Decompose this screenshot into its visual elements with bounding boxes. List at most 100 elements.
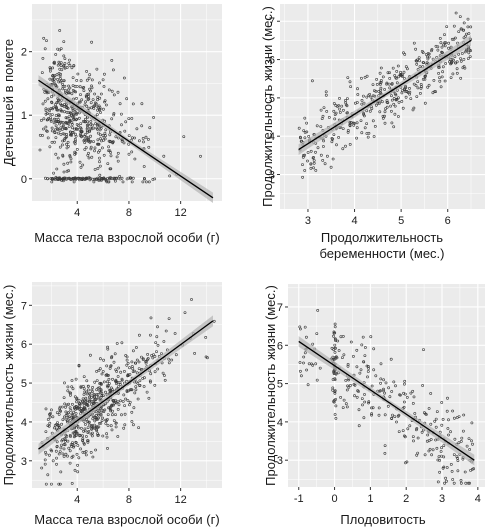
data-point (392, 125, 396, 129)
data-point (344, 144, 347, 148)
data-point (359, 368, 363, 372)
data-point (92, 107, 96, 110)
data-point (61, 87, 65, 91)
data-point (438, 79, 442, 83)
data-point (378, 110, 382, 114)
data-point (99, 357, 102, 361)
data-point (393, 104, 397, 108)
data-point (130, 420, 134, 423)
data-point (400, 73, 404, 77)
data-point (465, 49, 469, 53)
data-point (306, 159, 309, 163)
data-point (457, 441, 461, 445)
data-point (55, 167, 59, 171)
data-point (138, 379, 142, 383)
data-point (76, 444, 80, 447)
data-point (333, 113, 337, 117)
data-point (69, 160, 73, 164)
data-point (119, 370, 123, 374)
data-point (370, 384, 374, 388)
data-point (385, 105, 389, 109)
data-point (466, 25, 470, 29)
data-point (125, 358, 129, 362)
data-point (44, 430, 48, 434)
data-point (320, 117, 324, 121)
data-point (368, 109, 372, 113)
data-point (146, 357, 150, 360)
data-point (51, 415, 55, 419)
data-point (63, 66, 67, 70)
data-point (330, 346, 334, 350)
data-point (89, 134, 93, 138)
data-point (74, 90, 78, 94)
data-point (51, 107, 54, 111)
data-point (311, 156, 315, 160)
data-point (44, 407, 48, 411)
data-point (342, 353, 346, 357)
data-point (445, 466, 449, 469)
data-point (145, 359, 148, 363)
data-point (441, 417, 445, 421)
data-point (367, 400, 371, 404)
data-point (93, 423, 96, 427)
data-point (44, 176, 47, 180)
data-point (69, 130, 72, 134)
data-point (300, 139, 304, 143)
data-point (423, 453, 427, 457)
data-point (426, 85, 430, 89)
data-point (88, 399, 92, 403)
data-point (83, 133, 87, 137)
data-point (414, 84, 418, 87)
data-point (392, 380, 396, 384)
data-point (38, 133, 42, 137)
data-point (65, 420, 69, 424)
data-point (140, 102, 144, 106)
data-point (154, 341, 158, 345)
data-point (55, 456, 58, 460)
data-point (363, 126, 367, 130)
data-point (411, 389, 415, 393)
data-point (48, 412, 51, 416)
data-point (46, 118, 50, 122)
data-point (129, 176, 132, 180)
data-point (112, 419, 116, 423)
x-tick-label: 5 (398, 215, 404, 227)
data-point (105, 432, 109, 436)
data-point (443, 44, 447, 48)
data-point (143, 177, 146, 181)
data-point (130, 365, 134, 368)
data-point (74, 132, 77, 136)
data-point (81, 163, 85, 167)
data-point (60, 443, 64, 447)
data-point (43, 47, 47, 51)
data-point (379, 381, 383, 385)
data-point (332, 102, 336, 105)
data-point (46, 424, 50, 428)
data-point (127, 117, 131, 121)
data-point (100, 394, 104, 398)
data-point (361, 403, 364, 407)
data-point (85, 93, 89, 96)
data-point (332, 371, 336, 375)
data-point (53, 423, 57, 427)
data-point (193, 351, 197, 355)
data-point (391, 66, 395, 70)
data-point (44, 125, 48, 129)
data-point (58, 122, 62, 126)
data-point (395, 70, 399, 73)
data-point (88, 391, 92, 395)
data-point (115, 382, 118, 386)
data-point (330, 140, 334, 144)
data-point (63, 176, 67, 180)
data-point (321, 145, 325, 148)
data-point (106, 162, 110, 166)
data-point (333, 343, 337, 347)
data-point (142, 165, 146, 168)
data-point (59, 120, 63, 124)
data-point (85, 435, 88, 438)
data-point (353, 383, 357, 387)
data-point (443, 33, 446, 37)
data-point (85, 379, 89, 383)
data-point (89, 147, 93, 151)
